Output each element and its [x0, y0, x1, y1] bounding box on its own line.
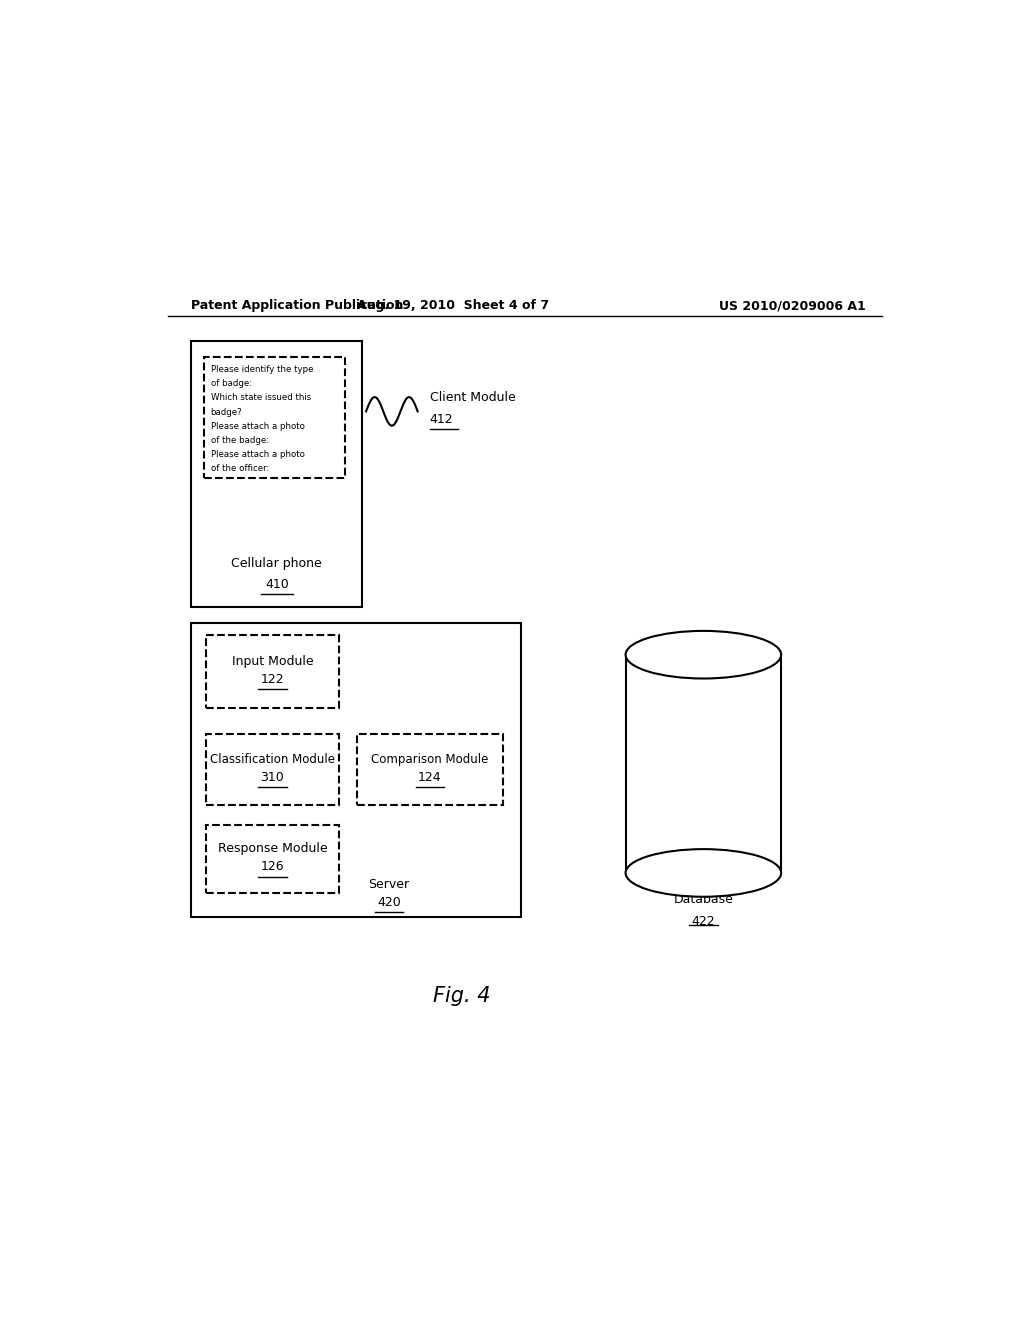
Text: US 2010/0209006 A1: US 2010/0209006 A1	[719, 300, 866, 312]
Text: Please attach a photo: Please attach a photo	[211, 450, 304, 459]
Text: Server: Server	[369, 878, 410, 891]
Text: 412: 412	[430, 413, 454, 426]
FancyBboxPatch shape	[204, 358, 345, 478]
Text: 124: 124	[418, 771, 441, 784]
Text: 122: 122	[261, 673, 285, 686]
Text: Client Module: Client Module	[430, 391, 515, 404]
Text: Aug. 19, 2010  Sheet 4 of 7: Aug. 19, 2010 Sheet 4 of 7	[357, 300, 550, 312]
Text: Patent Application Publication: Patent Application Publication	[191, 300, 403, 312]
Ellipse shape	[626, 631, 781, 678]
Text: Comparison Module: Comparison Module	[372, 752, 488, 766]
Bar	[626, 655, 781, 873]
Text: of the badge:: of the badge:	[211, 436, 268, 445]
FancyBboxPatch shape	[191, 342, 362, 607]
Text: 410: 410	[265, 578, 289, 591]
Text: Please attach a photo: Please attach a photo	[211, 422, 304, 430]
Text: Which state issued this: Which state issued this	[211, 393, 311, 403]
FancyBboxPatch shape	[206, 825, 339, 892]
FancyBboxPatch shape	[356, 734, 504, 805]
Text: Input Module: Input Module	[231, 655, 313, 668]
Text: of the officer:: of the officer:	[211, 465, 269, 474]
Text: of badge:: of badge:	[211, 379, 252, 388]
Text: 310: 310	[260, 771, 285, 784]
Text: 420: 420	[377, 896, 401, 908]
Text: Classification Module: Classification Module	[210, 752, 335, 766]
Text: 126: 126	[261, 861, 285, 874]
Ellipse shape	[626, 849, 781, 896]
Text: Cellular phone: Cellular phone	[231, 557, 323, 570]
Text: Database: Database	[674, 892, 733, 906]
FancyBboxPatch shape	[206, 635, 339, 708]
Text: 422: 422	[691, 915, 715, 928]
Text: Response Module: Response Module	[218, 842, 328, 855]
Text: badge?: badge?	[211, 408, 242, 417]
FancyBboxPatch shape	[191, 623, 521, 916]
Text: Please identify the type: Please identify the type	[211, 366, 313, 374]
Text: Fig. 4: Fig. 4	[432, 986, 490, 1006]
FancyBboxPatch shape	[206, 734, 339, 805]
